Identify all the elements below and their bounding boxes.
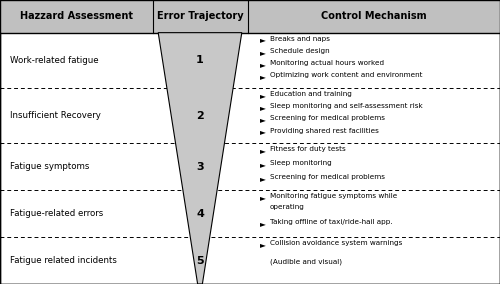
Text: ►: ► xyxy=(260,240,266,249)
Text: Sleep monitoring: Sleep monitoring xyxy=(270,160,332,166)
Text: ►: ► xyxy=(260,60,266,69)
Text: 5: 5 xyxy=(196,256,204,266)
Bar xyxy=(0,0,500,33)
Text: ►: ► xyxy=(260,219,266,228)
Text: Sleep monitoring and self-assessment risk: Sleep monitoring and self-assessment ris… xyxy=(270,103,423,109)
Text: Schedule design: Schedule design xyxy=(270,48,330,54)
Text: ►: ► xyxy=(260,48,266,57)
Text: Education and training: Education and training xyxy=(270,91,352,97)
Text: Work-related fatigue: Work-related fatigue xyxy=(10,56,99,65)
Text: Taking offline of taxi/ride-hail app.: Taking offline of taxi/ride-hail app. xyxy=(270,219,392,225)
Text: ►: ► xyxy=(260,128,266,137)
Text: Hazzard Assessment: Hazzard Assessment xyxy=(20,11,133,21)
Text: ►: ► xyxy=(260,115,266,124)
Text: ►: ► xyxy=(260,36,266,45)
Text: Breaks and naps: Breaks and naps xyxy=(270,36,330,41)
Text: Fitness for duty tests: Fitness for duty tests xyxy=(270,146,346,152)
Text: Insufficient Recovery: Insufficient Recovery xyxy=(10,111,101,120)
Text: ►: ► xyxy=(260,160,266,169)
Text: 4: 4 xyxy=(196,209,204,219)
Text: 1: 1 xyxy=(196,55,204,65)
Text: 2: 2 xyxy=(196,111,204,121)
Text: Screening for medical problems: Screening for medical problems xyxy=(270,174,385,180)
Text: ►: ► xyxy=(260,193,266,202)
Text: ►: ► xyxy=(260,174,266,183)
Text: ►: ► xyxy=(260,146,266,155)
Text: Monitoring fatigue symptoms while: Monitoring fatigue symptoms while xyxy=(270,193,397,199)
Text: Fatigue symptoms: Fatigue symptoms xyxy=(10,162,90,171)
Text: Collision avoidance system warnings: Collision avoidance system warnings xyxy=(270,240,402,246)
Text: Error Trajectory: Error Trajectory xyxy=(156,11,244,21)
Text: operating: operating xyxy=(270,204,305,210)
Text: Providing shared rest facilities: Providing shared rest facilities xyxy=(270,128,379,133)
Text: ►: ► xyxy=(260,91,266,100)
Text: (Audible and visual): (Audible and visual) xyxy=(270,258,342,265)
Text: 3: 3 xyxy=(196,162,204,172)
Text: Fatigue related incidents: Fatigue related incidents xyxy=(10,256,117,265)
Polygon shape xyxy=(158,33,242,284)
Text: Fatigue-related errors: Fatigue-related errors xyxy=(10,209,104,218)
Text: Screening for medical problems: Screening for medical problems xyxy=(270,115,385,121)
Text: ►: ► xyxy=(260,103,266,112)
Text: Optimizing work content and environment: Optimizing work content and environment xyxy=(270,72,422,78)
Text: Control Mechanism: Control Mechanism xyxy=(321,11,426,21)
Text: ►: ► xyxy=(260,72,266,81)
Text: Monitoring actual hours worked: Monitoring actual hours worked xyxy=(270,60,384,66)
